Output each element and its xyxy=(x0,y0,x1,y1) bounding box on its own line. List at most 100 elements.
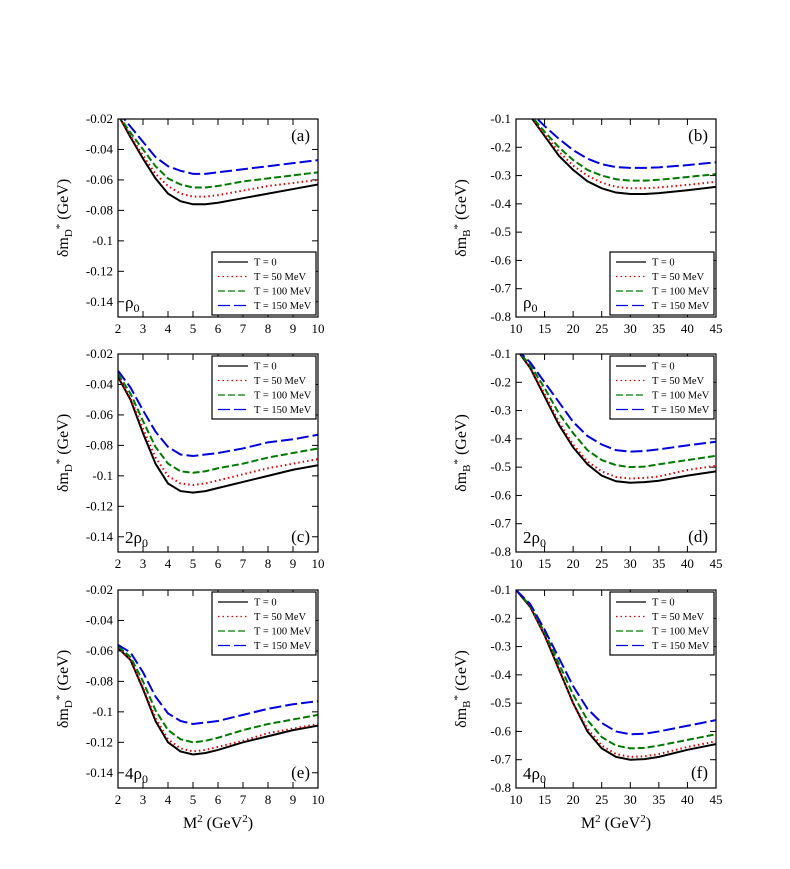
x-tick-label: 3 xyxy=(140,321,147,336)
x-tick-label: 45 xyxy=(710,556,723,571)
legend-label: T = 150 MeV xyxy=(652,301,710,312)
y-tick-label: -0.6 xyxy=(490,487,511,502)
y-tick-label: -0.12 xyxy=(86,734,113,749)
y-label-part: (GeV) xyxy=(55,179,72,224)
series-line xyxy=(122,119,318,175)
x-tick-label: 6 xyxy=(215,321,222,336)
x-label-part: 2 xyxy=(595,813,601,825)
legend-box xyxy=(609,355,715,420)
x-tick-label: 35 xyxy=(652,792,665,807)
y-tick-label: -0.08 xyxy=(86,673,113,688)
x-tick-label: 5 xyxy=(190,792,197,807)
y-tick-label: -0.02 xyxy=(86,582,113,597)
y-tick-label: -0.14 xyxy=(86,529,114,544)
x-tick-label: 10 xyxy=(312,321,325,336)
legend-label: T = 50 MeV xyxy=(652,612,705,623)
x-label-part: M xyxy=(183,815,197,832)
x-tick-label: 9 xyxy=(290,792,297,807)
x-tick-label: 6 xyxy=(215,556,222,571)
y-tick-label: -0.02 xyxy=(86,111,113,126)
series-line xyxy=(516,590,716,736)
y-tick-label: -0.14 xyxy=(86,765,114,780)
x-tick-label: 7 xyxy=(240,321,247,336)
x-axis-label: M2 (GeV2) xyxy=(581,813,651,832)
x-tick-label: 2 xyxy=(115,556,122,571)
series-line xyxy=(516,590,716,758)
x-tick-label: 20 xyxy=(567,556,580,571)
x-tick-label: 20 xyxy=(567,321,580,336)
y-axis-label: δmD* (GeV) xyxy=(54,650,75,728)
x-tick-label: 4 xyxy=(165,792,172,807)
y-label-part: D xyxy=(63,464,75,472)
panel-label: (d) xyxy=(688,527,708,546)
legend-label: T = 150 MeV xyxy=(652,405,710,416)
x-tick-label: 25 xyxy=(595,556,608,571)
y-tick-label: -0.14 xyxy=(86,294,114,309)
y-label-part: * xyxy=(452,224,464,230)
panel: -0.1 -0.2 -0.3 -0.4 -0.5 -0.6 -0.7 -0.810 15 20 25… xyxy=(452,346,723,571)
density-label: 4ρ0 xyxy=(125,764,148,786)
panel-label: (b) xyxy=(688,126,708,145)
x-tick-label: 15 xyxy=(538,321,551,336)
x-tick-label: 6 xyxy=(215,792,222,807)
y-label-part: δm xyxy=(453,471,470,492)
y-tick-label: -0.2 xyxy=(490,610,511,625)
x-label-part: (GeV xyxy=(203,815,243,832)
density-text: 2ρ xyxy=(523,528,540,547)
y-tick-label: -0.06 xyxy=(86,407,114,422)
panel-label: (a) xyxy=(291,126,310,145)
density-label: 2ρ0 xyxy=(523,528,546,550)
x-tick-label: 8 xyxy=(265,321,272,336)
x-label-part: M xyxy=(581,815,595,832)
density-text: ρ xyxy=(523,293,531,312)
x-label-part: 2 xyxy=(242,813,248,825)
y-tick-label: -0.7 xyxy=(490,516,511,531)
y-label-part: δm xyxy=(55,708,72,729)
x-tick-label: 25 xyxy=(595,792,608,807)
legend-label: T = 100 MeV xyxy=(652,287,710,298)
y-tick-label: -0.06 xyxy=(86,643,114,658)
y-tick-label: -0.6 xyxy=(490,723,511,738)
y-label-part: B xyxy=(461,230,473,237)
x-tick-label: 10 xyxy=(510,321,523,336)
panel: -0.02 -0.04 -0.06 -0.08 -0.1 -0.12 -0.142 3 4 5 6 7… xyxy=(54,111,325,336)
legend-label: T = 0 xyxy=(652,598,675,609)
density-sub: 0 xyxy=(142,536,148,550)
y-tick-label: -0.1 xyxy=(490,582,511,597)
x-tick-label: 35 xyxy=(652,556,665,571)
x-tick-label: 15 xyxy=(538,556,551,571)
x-tick-label: 3 xyxy=(140,556,147,571)
y-axis-label: δmD* (GeV) xyxy=(54,414,75,492)
y-tick-label: -0.5 xyxy=(490,459,511,474)
legend-label: T = 100 MeV xyxy=(254,287,312,298)
y-tick-label: -0.06 xyxy=(86,172,114,187)
y-tick-label: -0.1 xyxy=(92,468,113,483)
legend-label: T = 150 MeV xyxy=(254,301,312,312)
plot-frame xyxy=(117,118,319,318)
y-label-part: δm xyxy=(55,237,72,258)
x-tick-label: 9 xyxy=(290,321,297,336)
y-tick-label: -0.12 xyxy=(86,263,113,278)
density-text: 4ρ xyxy=(523,764,540,783)
legend-label: T = 0 xyxy=(652,362,675,373)
y-tick-label: -0.3 xyxy=(490,168,511,183)
x-label-part: ) xyxy=(248,815,253,832)
x-tick-label: 7 xyxy=(240,556,247,571)
x-label-part: 2 xyxy=(640,813,646,825)
series-line xyxy=(531,119,716,190)
panel-label: (e) xyxy=(291,763,310,782)
legend-label: T = 50 MeV xyxy=(254,272,307,283)
x-tick-label: 45 xyxy=(710,321,723,336)
x-tick-label: 5 xyxy=(190,556,197,571)
density-sub: 0 xyxy=(540,536,546,550)
y-tick-label: -0.5 xyxy=(490,695,511,710)
x-tick-label: 30 xyxy=(624,556,637,571)
x-tick-label: 2 xyxy=(115,321,122,336)
y-label-part: (GeV) xyxy=(453,414,470,459)
y-tick-label: -0.08 xyxy=(86,202,113,217)
panel: -0.02 -0.04 -0.06 -0.08 -0.1 -0.12 -0.142 3 4 5 6 7… xyxy=(54,346,325,571)
legend-label: T = 0 xyxy=(254,598,277,609)
series-line xyxy=(536,119,716,169)
legend-label: T = 100 MeV xyxy=(652,627,710,638)
y-label-part: δm xyxy=(453,236,470,257)
